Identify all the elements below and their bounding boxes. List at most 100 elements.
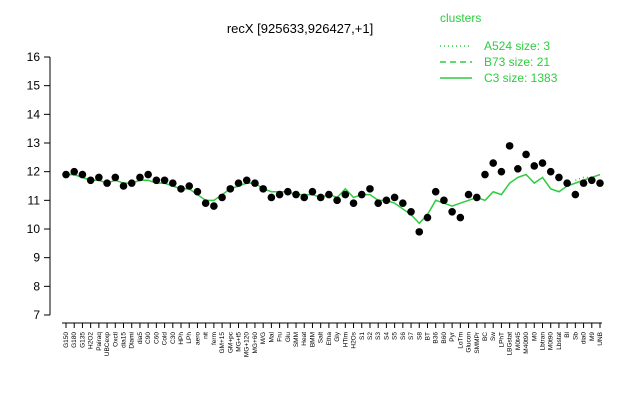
x-tick-label: B36 [433,332,440,344]
y-tick-label: 8 [33,279,40,293]
point [596,179,604,187]
point [316,193,325,202]
x-tick-label: Oxctl [112,331,119,346]
x-tick-label: aero [194,332,201,345]
x-tick-label: UBCexp [104,332,111,357]
point [349,199,358,207]
x-tick-label: Pairaq [96,332,103,351]
x-tick-label: H2Os [351,331,358,348]
x-tick-label: M/G [260,332,267,344]
x-tick-label: dia15 [121,332,128,348]
y-tick-label: 10 [27,222,41,236]
point [144,170,152,179]
point [308,187,317,196]
point [481,170,489,179]
x-tick-label: S6 [400,332,407,340]
x-tick-label: UNB [597,332,604,346]
point [341,190,350,199]
y-tick-label: 13 [27,136,41,150]
point [119,182,128,190]
cluster-line [66,173,601,225]
x-tick-label: C60 [153,332,160,344]
point [169,179,177,187]
point [95,173,103,182]
y-tick-label: 11 [28,193,41,207]
point [415,228,424,236]
x-tick-label: S8 [416,332,423,340]
point [267,193,276,202]
point [472,193,481,202]
cluster-line [575,173,601,181]
point [522,150,530,159]
x-tick-label: nit [203,332,210,339]
point [440,196,448,205]
x-tick-label: MG+60 [252,332,259,354]
point [86,176,95,185]
point [333,196,341,205]
x-tick-label: M0t45 [515,332,522,350]
x-tick-label: S1 [359,332,366,340]
x-tick-label: Diami [129,332,136,349]
point [152,176,161,185]
legend-label: B73 size: 21 [484,55,550,69]
point [275,190,284,199]
x-tick-label: S2 [367,332,374,340]
point [579,179,588,187]
point [546,167,555,176]
point [210,202,218,210]
x-tick-label: S7 [408,332,415,340]
x-tick-label: Mal [268,331,275,342]
x-tick-label: SMM [293,332,300,347]
point [587,176,596,185]
point [571,190,580,199]
x-tick-label: MG+t5 [236,332,243,352]
x-tick-label: Salt [318,332,325,343]
point [563,179,571,187]
point [284,187,292,196]
point [127,179,136,187]
point [489,159,498,167]
x-tick-label: Lbstat [556,332,563,350]
x-tick-label: B60 [441,332,448,344]
x-tick-label: SMMPr [474,331,481,354]
x-tick-label: Heat [301,332,308,346]
point [399,199,407,207]
point [78,170,87,179]
point [514,165,522,173]
x-tick-label: S3 [375,332,382,340]
point [160,176,169,185]
point [292,190,300,199]
point [407,208,415,216]
x-tick-label: G135 [79,332,86,348]
x-tick-label: H2O2 [88,332,95,349]
point [251,179,259,187]
x-tick-label: LBGstat [507,332,514,356]
y-tick-label: 15 [27,79,41,93]
point [177,185,185,193]
point [366,185,374,193]
x-tick-label: Etha [326,332,333,346]
x-tick-label: Glu [285,332,292,343]
point [431,187,440,196]
x-tick-label: BC [482,332,489,341]
point [201,199,210,207]
x-tick-label: Gly [334,331,341,342]
y-tick-label: 9 [33,251,40,265]
x-tick-label: ferm [211,332,218,345]
x-tick-label: HTim [342,332,349,347]
point [111,173,120,182]
x-tick-label: MG+120 [244,332,251,357]
point [103,179,111,187]
point [555,173,563,182]
point [357,190,366,199]
x-tick-label: M0 [531,332,538,341]
point [530,162,539,170]
x-tick-label: LPhT [498,332,505,348]
y-tick-label: 12 [27,165,41,179]
chart-title: recX [925633,926427,+1] [227,21,373,36]
x-tick-label: BT [424,332,431,340]
point [226,185,235,193]
x-tick-label: LPh [186,332,193,344]
x-tick-label: BMM [309,332,316,347]
